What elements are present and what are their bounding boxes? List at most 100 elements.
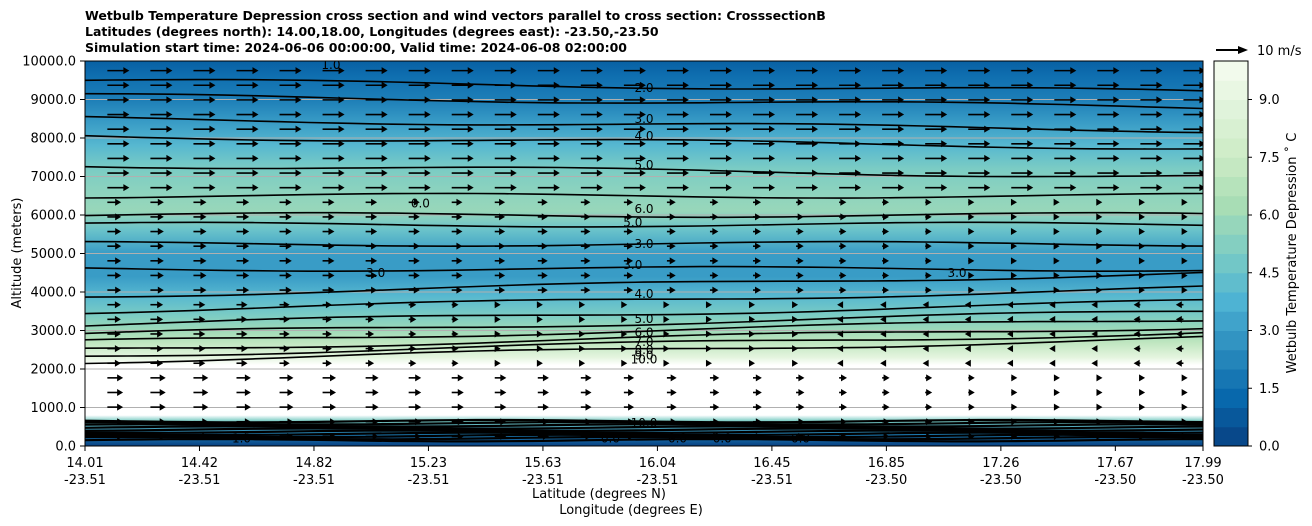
wind-vector bbox=[365, 154, 388, 162]
colorbar-segment bbox=[1214, 215, 1248, 235]
wind-vector bbox=[322, 81, 345, 89]
y-tick-label: 1000.0 bbox=[31, 401, 77, 416]
contour-line bbox=[85, 435, 1203, 441]
wind-vector bbox=[925, 213, 932, 221]
wind-vector bbox=[925, 111, 948, 119]
wind-vector bbox=[837, 330, 844, 338]
wind-vector bbox=[107, 213, 122, 221]
x-tick-label-lat: 16.04 bbox=[639, 456, 676, 471]
wind-vector bbox=[623, 81, 646, 89]
wind-vector bbox=[753, 432, 762, 440]
wind-vector bbox=[709, 67, 732, 75]
wind-vector bbox=[925, 432, 933, 440]
wind-vector bbox=[796, 257, 804, 265]
wind-vector bbox=[365, 81, 388, 89]
title-line-3: Simulation start time: 2024-06-06 00:00:… bbox=[85, 40, 627, 55]
wind-vector bbox=[968, 67, 991, 75]
wind-vector bbox=[365, 271, 378, 279]
wind-vector bbox=[796, 242, 804, 250]
wind-vector bbox=[968, 418, 975, 426]
wind-vector bbox=[753, 403, 762, 411]
wind-vector bbox=[709, 140, 732, 148]
wind-vector bbox=[322, 315, 332, 323]
wind-vector bbox=[1011, 184, 1034, 192]
wind-vector bbox=[408, 418, 422, 426]
wind-vector bbox=[1133, 345, 1141, 353]
wind-vector bbox=[451, 359, 459, 367]
wind-vector bbox=[322, 96, 345, 104]
wind-vector bbox=[107, 169, 130, 177]
wind-vector bbox=[1054, 81, 1077, 89]
wind-vector bbox=[1183, 140, 1203, 148]
wind-vector bbox=[1007, 301, 1014, 309]
wind-vector bbox=[322, 154, 345, 162]
wind-vector bbox=[1183, 125, 1203, 133]
contour-line bbox=[85, 134, 1203, 150]
wind-vector bbox=[279, 257, 292, 265]
wind-vector bbox=[279, 67, 302, 75]
wind-vector bbox=[494, 315, 501, 323]
wind-vector bbox=[451, 330, 459, 338]
wind-vector bbox=[107, 81, 130, 89]
wind-vector bbox=[709, 96, 732, 104]
wind-vector bbox=[408, 403, 422, 411]
wind-vector bbox=[1096, 271, 1103, 279]
wind-vector bbox=[580, 213, 591, 221]
wind-vector bbox=[839, 432, 847, 440]
wind-vector bbox=[1054, 140, 1077, 148]
wind-vector bbox=[1011, 81, 1034, 89]
wind-vector bbox=[107, 140, 130, 148]
wind-vector bbox=[236, 257, 250, 265]
wind-vector bbox=[709, 403, 720, 411]
wind-vector bbox=[882, 228, 890, 236]
wind-vector bbox=[279, 96, 302, 104]
wind-vector bbox=[408, 140, 431, 148]
wind-vector bbox=[107, 154, 130, 162]
wind-vector bbox=[580, 228, 591, 236]
wind-vector bbox=[666, 257, 676, 265]
wind-vector bbox=[193, 359, 206, 367]
colorbar-segment bbox=[1214, 157, 1248, 177]
wind-vector bbox=[322, 330, 332, 338]
wind-vector bbox=[666, 169, 689, 177]
wind-vector bbox=[925, 125, 948, 133]
contour-label-text: 8.0 bbox=[634, 343, 653, 357]
contour-label-text: 0.0 bbox=[713, 431, 732, 445]
wind-vector bbox=[749, 315, 756, 323]
wind-vector bbox=[537, 125, 560, 133]
wind-vector bbox=[666, 418, 677, 426]
contour-label: 10.0 bbox=[631, 416, 658, 430]
wind-vector bbox=[408, 359, 417, 367]
wind-vector bbox=[753, 271, 762, 279]
wind-vector bbox=[792, 301, 799, 309]
wind-vector bbox=[1133, 330, 1141, 338]
wind-vector bbox=[365, 388, 379, 396]
wind-vector bbox=[837, 359, 844, 367]
wind-vector bbox=[537, 403, 549, 411]
wind-vector bbox=[839, 184, 862, 192]
wind-vector bbox=[365, 359, 375, 367]
wind-vector bbox=[666, 67, 689, 75]
wind-vector bbox=[796, 418, 805, 426]
wind-vector bbox=[150, 403, 166, 411]
wind-vector bbox=[1183, 154, 1203, 162]
wind-vector bbox=[279, 388, 294, 396]
wind-vector bbox=[1011, 154, 1034, 162]
wind-vector bbox=[150, 330, 164, 338]
wind-vector bbox=[1096, 403, 1103, 411]
wind-vector bbox=[663, 359, 670, 367]
contour-line bbox=[85, 265, 1203, 272]
wind-vector bbox=[1010, 213, 1017, 221]
contour-line bbox=[85, 418, 1203, 424]
wind-vector bbox=[537, 67, 560, 75]
wind-vector bbox=[705, 301, 712, 309]
wind-vector bbox=[839, 111, 862, 119]
wind-vector bbox=[1181, 418, 1188, 426]
y-tick-label: 10000.0 bbox=[22, 55, 76, 70]
wind-vector bbox=[365, 228, 378, 236]
wind-vector bbox=[494, 242, 506, 250]
wind-vector bbox=[749, 359, 756, 367]
wind-vector bbox=[1054, 111, 1077, 119]
wind-vector bbox=[451, 242, 463, 250]
wind-vector bbox=[150, 286, 164, 294]
